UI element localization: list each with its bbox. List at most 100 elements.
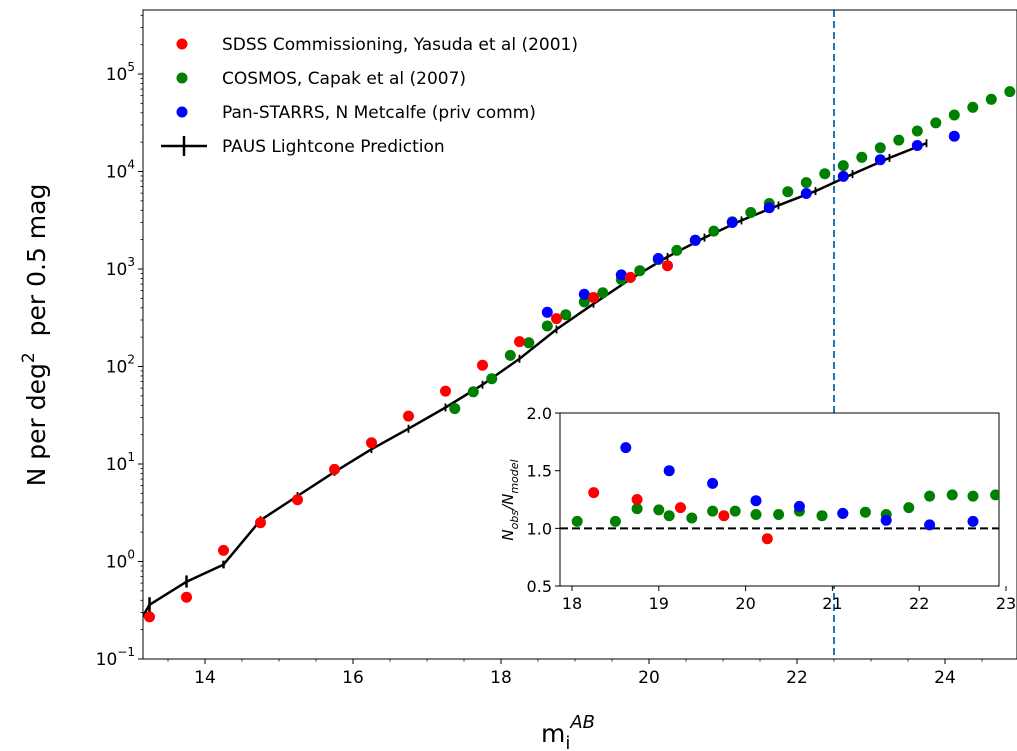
x-tick-label: 18 xyxy=(490,668,512,688)
inset-cosmos-point xyxy=(903,502,915,514)
cosmos-point xyxy=(930,117,942,129)
legend-marker-cosmos xyxy=(176,72,188,84)
cosmos-point xyxy=(893,134,905,146)
inset-cosmos-point xyxy=(967,490,979,502)
cosmos-point xyxy=(708,225,720,237)
legend-label-panstarrs: Pan-STARRS, N Metcalfe (priv comm) xyxy=(222,103,536,123)
inset-x-tick-label: 21 xyxy=(822,594,842,613)
panstarrs-point xyxy=(874,154,886,166)
inset-x-tick-label: 20 xyxy=(735,594,755,613)
cosmos-point xyxy=(467,386,479,398)
sdss-point xyxy=(662,260,673,272)
sdss-point xyxy=(218,544,229,556)
inset-cosmos-point xyxy=(653,504,665,516)
y-tick-label: 102 xyxy=(106,353,135,378)
inset-cosmos-point xyxy=(571,515,583,527)
cosmos-point xyxy=(671,244,683,256)
sdss-point xyxy=(440,385,451,397)
legend-marker-panstarrs xyxy=(176,106,188,118)
sdss-point xyxy=(514,336,525,348)
legend-entry-sdss: SDSS Commissioning, Yasuda et al (2001) xyxy=(176,35,578,55)
cosmos-point xyxy=(800,177,812,189)
cosmos-point xyxy=(948,109,960,121)
panstarrs-point xyxy=(948,130,960,142)
x-tick-label: 14 xyxy=(194,668,216,688)
inset-cosmos-point xyxy=(631,503,643,515)
inset-cosmos-point xyxy=(816,510,828,522)
cosmos-point xyxy=(967,101,979,113)
inset-sdss-point xyxy=(588,487,600,499)
main-data-points xyxy=(144,86,1016,623)
inset-y-tick-label: 1.5 xyxy=(527,462,552,481)
inset-panstarrs-point xyxy=(663,465,675,477)
inset-x-tick-label: 23 xyxy=(996,594,1016,613)
inset-cosmos-point xyxy=(707,505,719,517)
inset-cosmos-point xyxy=(663,510,675,522)
inset-y-axis-label: Nobs/Nmodel xyxy=(499,459,521,540)
panstarrs-point xyxy=(689,234,701,246)
inset-cosmos-point xyxy=(773,509,785,520)
legend-label-sdss: SDSS Commissioning, Yasuda et al (2001) xyxy=(222,35,578,55)
legend-entry-panstarrs: Pan-STARRS, N Metcalfe (priv comm) xyxy=(176,103,536,123)
panstarrs-point xyxy=(652,253,664,264)
inset-x-tick-label: 22 xyxy=(909,594,929,613)
sdss-point xyxy=(255,517,266,529)
y-tick-label: 100 xyxy=(106,548,135,573)
inset-cosmos-point xyxy=(729,505,741,517)
cosmos-point xyxy=(541,320,553,332)
panstarrs-point xyxy=(615,269,627,281)
x-tick-label: 20 xyxy=(638,668,660,688)
main-x-ticks: 14 16 18 20 22 24 xyxy=(167,659,983,688)
main-axes-border xyxy=(142,9,1017,660)
sdss-point xyxy=(588,292,599,303)
cosmos-point xyxy=(819,168,831,180)
y-tick-label: 105 xyxy=(106,60,135,85)
inset-panstarrs-point xyxy=(620,442,632,454)
cosmos-point xyxy=(523,337,535,349)
y-tick-label: 103 xyxy=(106,255,135,280)
cosmos-point xyxy=(911,125,923,137)
inset-panstarrs-point xyxy=(837,507,849,519)
inset-panstarrs-point xyxy=(750,495,762,507)
inset-cosmos-point xyxy=(990,489,999,501)
sdss-point xyxy=(329,463,340,475)
cosmos-point xyxy=(874,142,886,154)
legend-label-model: PAUS Lightcone Prediction xyxy=(222,137,445,157)
panstarrs-point xyxy=(726,217,738,228)
x-tick-label: 22 xyxy=(786,668,808,688)
inset-panstarrs-point xyxy=(1011,509,1017,520)
cosmos-point xyxy=(985,93,997,105)
inset-cosmos-point xyxy=(859,506,871,518)
y-axis-label: N per deg2 per 0.5 mag xyxy=(19,184,51,487)
inset-panstarrs-point xyxy=(880,514,892,526)
inset-ratio-plot: 18 19 20 21 22 23 0.5 1.0 1.5 2.0 Nobs/Nmodel xyxy=(499,404,1017,613)
sdss-point xyxy=(292,494,303,506)
inset-y-tick-label: 2.0 xyxy=(527,404,552,423)
legend: SDSS Commissioning, Yasuda et al (2001) … xyxy=(161,35,578,157)
sdss-point xyxy=(477,359,488,371)
main-plot: 14 16 18 20 22 24 10−1 100 101 102 103 104 105 xyxy=(96,10,1016,688)
inset-sdss-point xyxy=(675,502,686,514)
inset-panstarrs-point xyxy=(793,500,805,512)
sdss-point xyxy=(366,437,377,449)
inset-cosmos-point xyxy=(1011,488,1017,499)
inset-panstarrs-point xyxy=(924,519,936,531)
inset-panstarrs-point xyxy=(707,477,719,489)
panstarrs-point xyxy=(911,140,923,151)
panstarrs-point xyxy=(578,288,590,300)
inset-x-tick-label: 19 xyxy=(649,594,669,613)
inset-y-ticks: 0.5 1.0 1.5 2.0 xyxy=(527,404,560,596)
cosmos-point xyxy=(486,373,498,385)
cosmos-point xyxy=(745,207,757,218)
cosmos-point xyxy=(1004,86,1016,98)
panstarrs-point xyxy=(837,170,849,182)
inset-y-tick-label: 1.0 xyxy=(527,519,552,538)
legend-marker-sdss xyxy=(176,38,188,50)
x-tick-label: 24 xyxy=(934,668,956,688)
inset-cosmos-point xyxy=(924,490,936,502)
inset-y-tick-label: 0.5 xyxy=(527,577,552,596)
cosmos-point xyxy=(578,296,590,308)
cosmos-point xyxy=(634,265,646,277)
x-axis-label: miAB xyxy=(541,712,595,751)
cosmos-point xyxy=(856,151,868,163)
